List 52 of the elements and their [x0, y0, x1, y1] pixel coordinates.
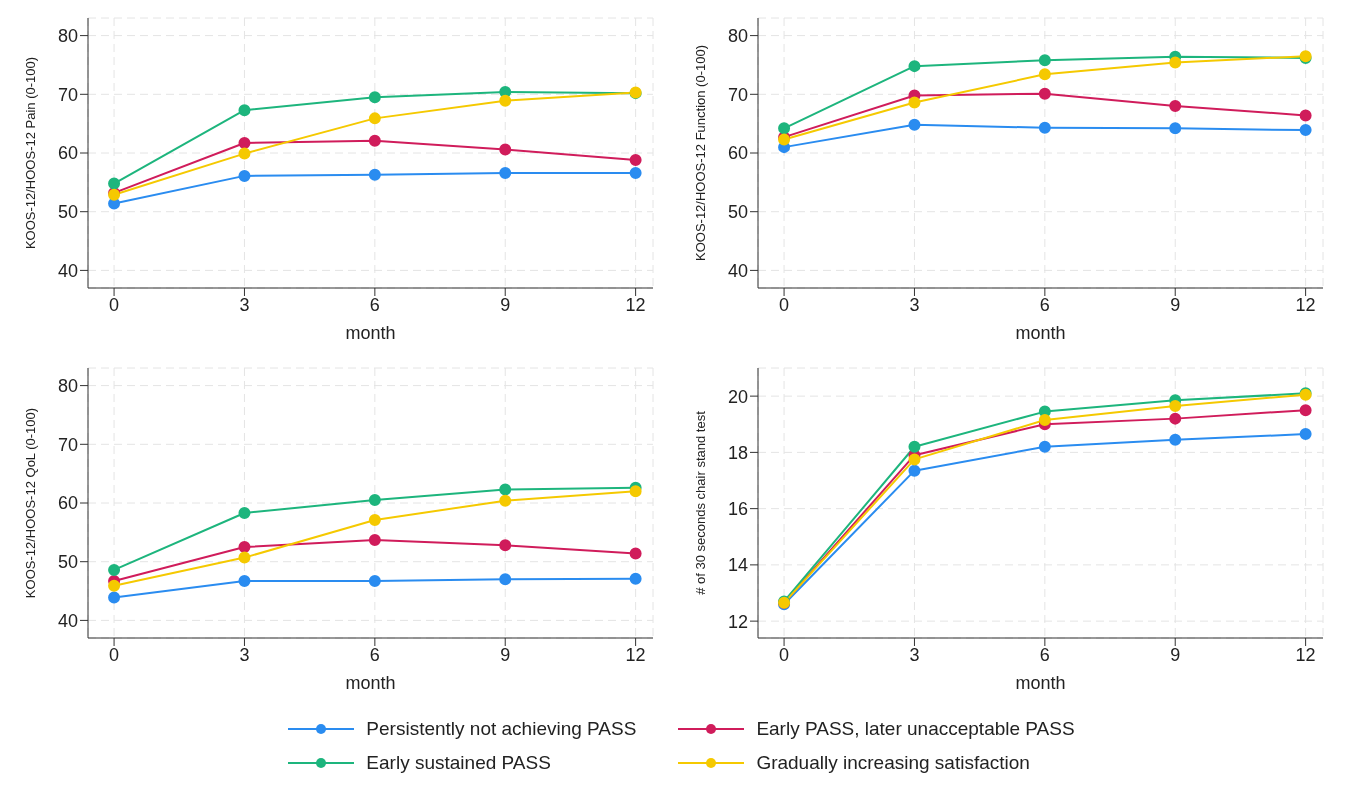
- y-tick-label: 40: [57, 610, 78, 631]
- x-tick-label: 9: [1170, 644, 1181, 665]
- x-tick-label: 3: [909, 294, 920, 315]
- x-tick-label: 6: [1039, 294, 1050, 315]
- x-tick-label: 3: [909, 644, 920, 665]
- y-axis-title: KOOS-12/HOOS-12 Function (0-100): [692, 44, 708, 262]
- y-tick-label: 70: [727, 84, 748, 105]
- y-tick-label: 18: [727, 442, 748, 463]
- y-axis-title: # of 30 seconds chair stand test: [692, 410, 708, 595]
- y-tick-label: 14: [727, 555, 748, 576]
- x-tick-label: 9: [500, 644, 511, 665]
- legend-label: Early PASS, later unacceptable PASS: [756, 718, 1075, 740]
- y-tick-label: 40: [57, 260, 78, 281]
- x-tick-label: 0: [109, 644, 120, 665]
- y-tick-label: 50: [727, 202, 748, 223]
- x-axis-title: month: [345, 322, 396, 343]
- y-tick-label: 50: [57, 552, 78, 573]
- y-tick-label: 12: [727, 611, 748, 632]
- x-tick-label: 6: [369, 644, 380, 665]
- x-tick-label: 9: [1170, 294, 1181, 315]
- x-tick-label: 0: [779, 644, 790, 665]
- y-tick-label: 60: [727, 143, 748, 164]
- x-tick-label: 9: [500, 294, 511, 315]
- x-tick-label: 12: [1295, 294, 1316, 315]
- legend-label: Gradually increasing satisfaction: [756, 752, 1030, 774]
- y-tick-label: 70: [57, 434, 78, 455]
- y-tick-label: 20: [727, 386, 748, 407]
- x-axis-title: month: [345, 672, 396, 693]
- y-tick-label: 70: [57, 84, 78, 105]
- x-tick-label: 0: [779, 294, 790, 315]
- y-axis-title: KOOS-12/HOOS-12 QoL (0-100): [22, 407, 38, 599]
- x-axis-title: month: [1015, 672, 1066, 693]
- y-tick-label: 40: [727, 260, 748, 281]
- y-tick-label: 60: [57, 143, 78, 164]
- x-tick-label: 12: [625, 644, 646, 665]
- x-tick-label: 6: [369, 294, 380, 315]
- y-tick-label: 80: [57, 26, 78, 46]
- y-tick-label: 60: [57, 493, 78, 514]
- x-tick-label: 0: [109, 294, 120, 315]
- y-tick-label: 50: [57, 202, 78, 223]
- y-tick-label: 80: [57, 376, 78, 396]
- x-tick-label: 3: [239, 644, 250, 665]
- y-tick-label: 16: [727, 499, 748, 520]
- legend-label: Early sustained PASS: [366, 752, 551, 774]
- x-tick-label: 12: [1295, 644, 1316, 665]
- x-axis-title: month: [1015, 322, 1066, 343]
- x-tick-label: 3: [239, 294, 250, 315]
- x-tick-label: 12: [625, 294, 646, 315]
- x-tick-label: 6: [1039, 644, 1050, 665]
- y-tick-label: 80: [727, 26, 748, 46]
- y-axis-title: KOOS-12/HOOS-12 Pain (0-100): [22, 56, 38, 250]
- legend-label: Persistently not achieving PASS: [366, 718, 637, 740]
